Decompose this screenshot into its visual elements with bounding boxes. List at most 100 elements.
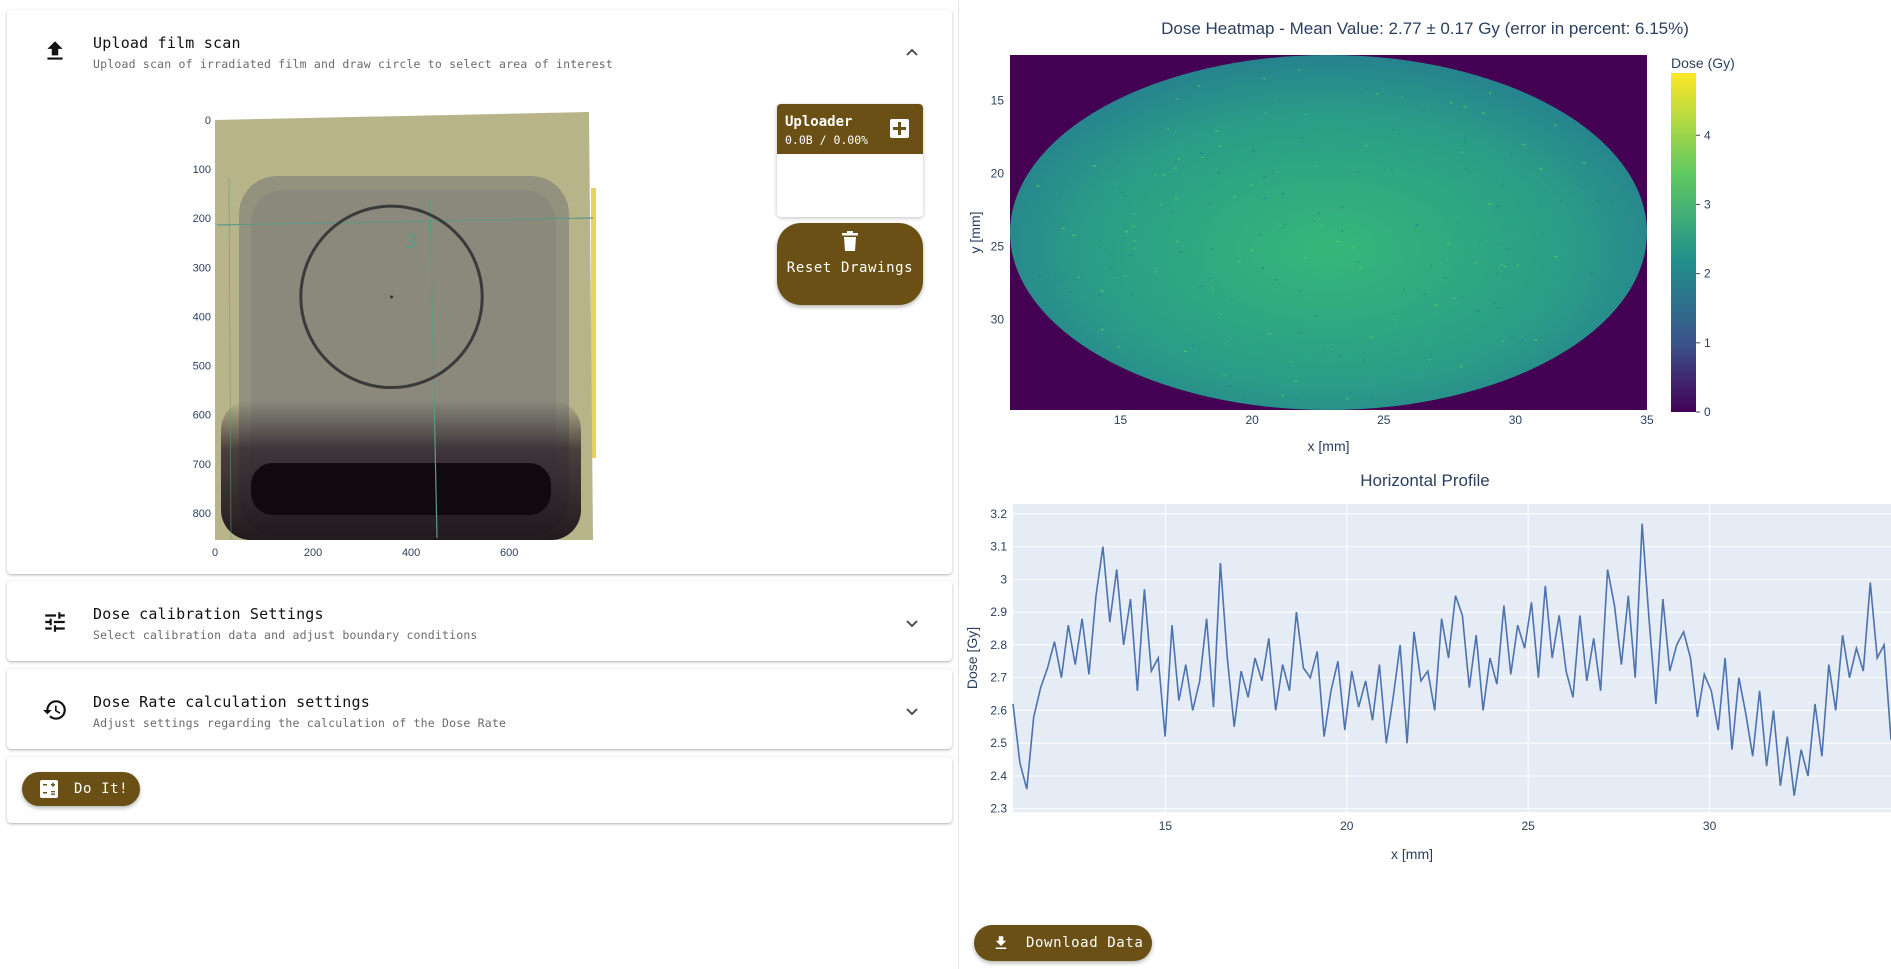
film-y-tick-label: 100: [193, 164, 211, 176]
calculator-icon: [40, 780, 58, 798]
heatmap-speck: [1244, 396, 1246, 398]
heatmap-speck: [1201, 156, 1204, 159]
heatmap-speck: [1501, 183, 1505, 185]
do-it-button[interactable]: Do It!: [22, 772, 140, 806]
film-y-tick-label: 500: [193, 361, 211, 373]
heatmap-y-tick-label: 15: [991, 93, 1005, 107]
heatmap-speck: [1229, 385, 1232, 387]
heatmap-speck: [1520, 339, 1525, 342]
heatmap-speck: [1068, 290, 1072, 293]
heatmap-y-label: y [mm]: [967, 212, 983, 254]
heatmap-speck: [1225, 339, 1228, 342]
heatmap-speck: [1233, 196, 1236, 198]
heatmap-speck: [1162, 174, 1165, 176]
heatmap-speck: [1154, 271, 1157, 273]
colorbar-tick-label: 4: [1704, 128, 1711, 142]
heatmap-speck: [1376, 93, 1379, 95]
heatmap-speck: [1497, 243, 1501, 246]
heatmap-speck: [1077, 276, 1081, 279]
calibration-panel-header[interactable]: Dose calibration Settings Select calibra…: [7, 581, 952, 661]
heatmap-speck: [1362, 359, 1365, 361]
heatmap-speck: [1455, 221, 1458, 223]
heatmap-speck: [1331, 350, 1333, 353]
heatmap-speck: [1478, 134, 1481, 137]
heatmap-y-tick-label: 20: [991, 166, 1005, 180]
heatmap-speck: [1370, 396, 1373, 398]
heatmap-speck: [1496, 307, 1500, 309]
heatmap-speck: [1132, 225, 1136, 228]
calibration-panel-title: Dose calibration Settings: [93, 605, 324, 623]
heatmap-speck: [1560, 200, 1563, 203]
chevron-down-icon[interactable]: [904, 703, 920, 719]
profile-y-tick-label: 3.2: [990, 507, 1007, 521]
film-scan-plot[interactable]: 3 0 200 400 600 0 100 200 300 400 500 600 700 800: [147, 98, 617, 558]
heatmap-speck: [1058, 281, 1061, 284]
chevron-up-icon[interactable]: [904, 44, 920, 60]
heatmap-speck: [1183, 350, 1187, 353]
heatmap-speck: [1628, 208, 1631, 210]
plus-icon[interactable]: [890, 119, 909, 138]
upload-panel-title: Upload film scan: [93, 34, 241, 52]
heatmap-x-tick-label: 30: [1509, 413, 1523, 427]
heatmap-speck: [1489, 92, 1492, 94]
heatmap-speck: [1099, 240, 1102, 242]
heatmap-speck: [1264, 197, 1267, 199]
do-it-label: Do It!: [74, 781, 129, 797]
heatmap-speck: [1171, 211, 1174, 214]
heatmap-speck: [1394, 319, 1396, 321]
heatmap-speck: [1278, 99, 1281, 101]
heatmap-speck: [1176, 240, 1179, 243]
heatmap-speck: [1465, 167, 1468, 170]
heatmap-speck: [1320, 224, 1323, 226]
heatmap-speck: [1263, 77, 1266, 80]
heatmap-x-label: x [mm]: [1308, 438, 1350, 454]
heatmap-speck: [1463, 105, 1467, 108]
heatmap-speck: [1428, 358, 1431, 361]
heatmap-speck: [1115, 160, 1119, 163]
heatmap-speck: [1133, 240, 1136, 242]
heatmap-speck: [1452, 297, 1456, 299]
heatmap-speck: [1423, 293, 1426, 295]
heatmap-speck: [1160, 203, 1163, 206]
doserate-panel-header[interactable]: Dose Rate calculation settings Adjust se…: [7, 669, 952, 749]
heatmap-speck: [1053, 275, 1057, 278]
film-x-tick-label: 600: [500, 547, 518, 558]
heatmap-speck: [1370, 336, 1374, 339]
profile-x-ticks: 15 20 25 30: [1159, 819, 1717, 833]
heatmap-speck: [1121, 191, 1125, 194]
calibration-panel[interactable]: Dose calibration Settings Select calibra…: [7, 581, 952, 661]
heatmap-speck: [1133, 213, 1135, 215]
heatmap-speck: [1351, 246, 1355, 249]
heatmap-dose-region: [1010, 55, 1647, 410]
profile-x-label: x [mm]: [1391, 846, 1433, 862]
doserate-panel[interactable]: Dose Rate calculation settings Adjust se…: [7, 669, 952, 749]
heatmap-speck: [1323, 349, 1326, 352]
heatmap-x-ticks: 15 20 25 30 35: [1114, 413, 1654, 427]
heatmap-speck: [1473, 262, 1477, 265]
heatmap-speck: [1036, 203, 1038, 205]
profile-series-line: [1012, 523, 1891, 796]
colorbar-tick-label: 2: [1704, 267, 1711, 281]
reset-drawings-button[interactable]: Reset Drawings: [777, 223, 923, 305]
heatmap-speck: [1346, 398, 1349, 400]
heatmap-speck: [1261, 267, 1264, 270]
roi-circle[interactable]: [299, 204, 484, 390]
film-x-tick-label: 400: [402, 547, 420, 558]
heatmap-y-tick-label: 25: [991, 239, 1005, 253]
heatmap-speck: [1415, 224, 1419, 226]
left-column: Upload film scan Upload scan of irradiat…: [7, 10, 952, 806]
heatmap-speck: [1209, 277, 1212, 280]
heatmap-x-tick-label: 25: [1377, 413, 1391, 427]
heatmap-x-tick-label: 35: [1640, 413, 1654, 427]
horizontal-profile-chart[interactable]: 15 20 25 30 2.3 2.4 2.5 2.6 2.7 2.8 2.9 3 3.1 3.2 x …: [959, 490, 1891, 920]
heatmap-speck: [1461, 295, 1464, 298]
uploader[interactable]: Uploader 0.0B / 0.00%: [777, 104, 923, 217]
chevron-down-icon[interactable]: [904, 615, 920, 631]
upload-panel-header[interactable]: Upload film scan Upload scan of irradiat…: [7, 10, 952, 90]
film-handwritten-mark: 3: [405, 231, 416, 253]
download-data-button[interactable]: Download Data: [974, 925, 1152, 961]
heatmap-title: Dose Heatmap - Mean Value: 2.77 ± 0.17 G…: [1161, 19, 1689, 38]
column-divider: [958, 0, 959, 969]
heatmap-speck: [1215, 130, 1219, 132]
